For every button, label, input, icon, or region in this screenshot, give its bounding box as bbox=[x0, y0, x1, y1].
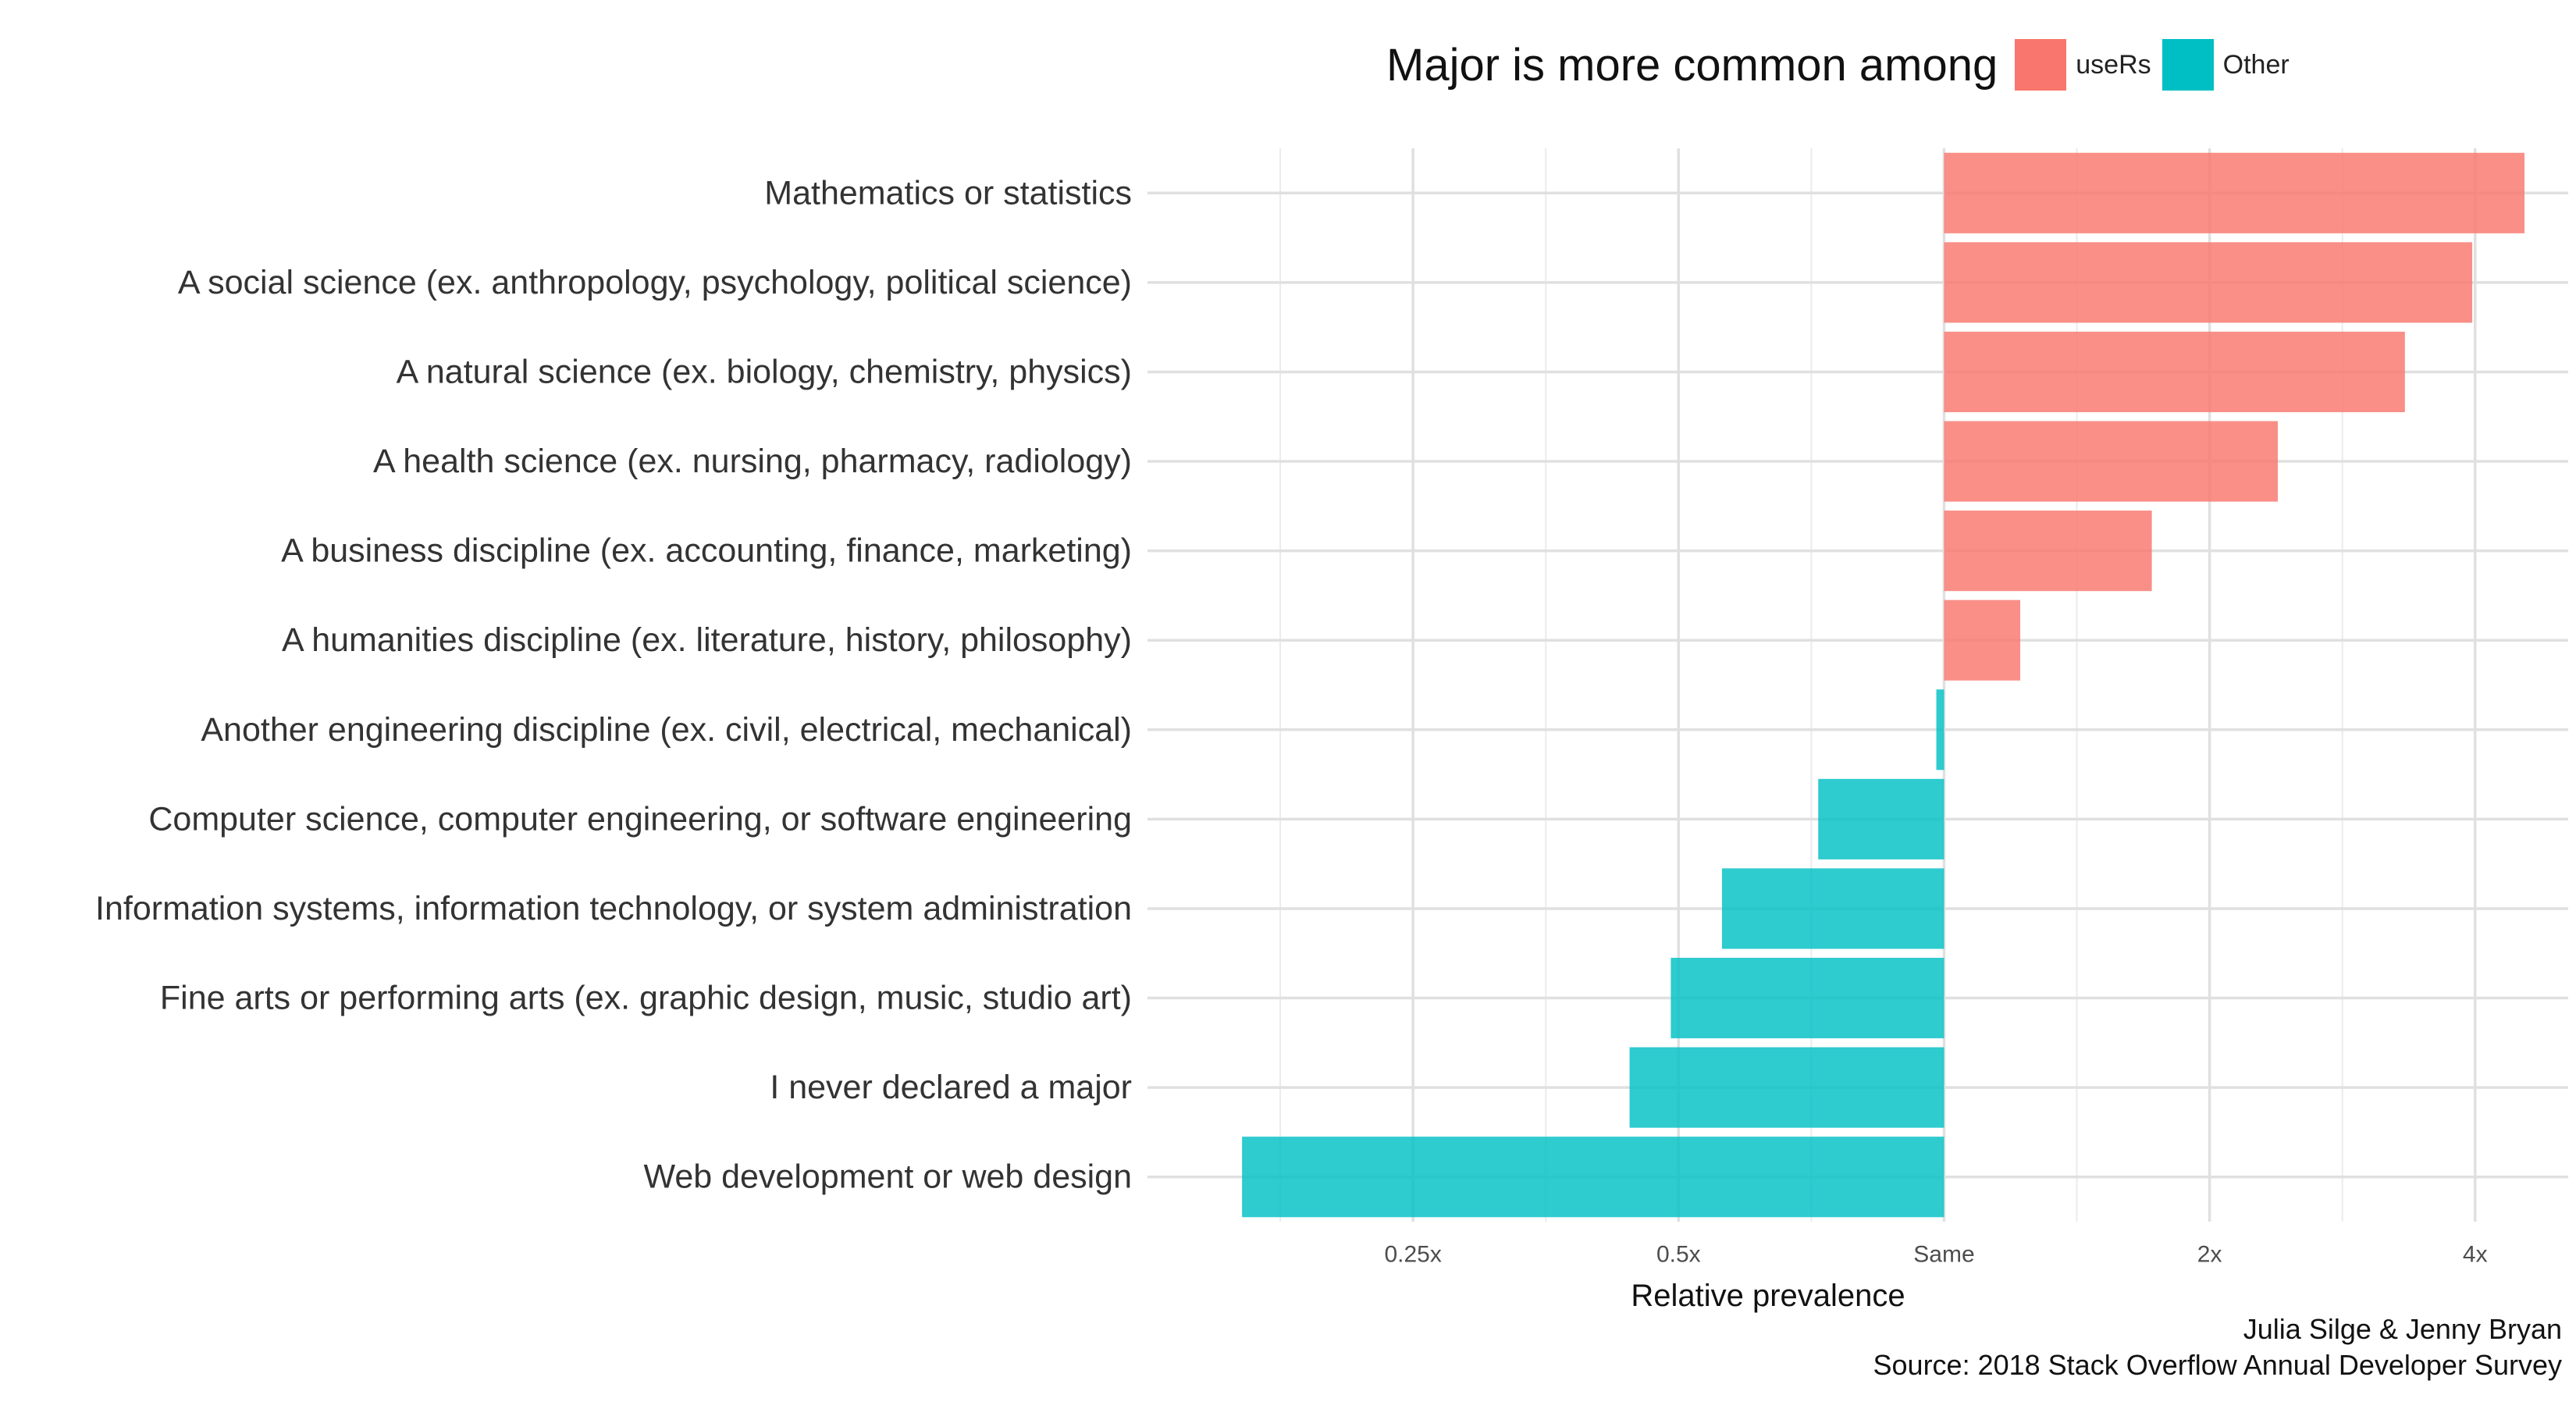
category-label: Computer science, computer engineering, … bbox=[148, 800, 1132, 838]
bar bbox=[1944, 600, 2021, 681]
x-tick-label: 0.25x bbox=[1384, 1242, 1441, 1268]
x-tick-label: 2x bbox=[2197, 1242, 2222, 1268]
bar bbox=[1818, 778, 1944, 859]
category-label: A humanities discipline (ex. literature,… bbox=[282, 621, 1132, 659]
legend-item-other: Other bbox=[2161, 39, 2290, 91]
bar bbox=[1944, 511, 2152, 592]
bar bbox=[1629, 1047, 1944, 1128]
bar bbox=[1944, 421, 2279, 502]
category-label: A health science (ex. nursing, pharmacy,… bbox=[373, 443, 1132, 480]
x-tick-label: 4x bbox=[2463, 1242, 2488, 1268]
bar bbox=[1944, 242, 2473, 323]
category-label: A business discipline (ex. accounting, f… bbox=[281, 532, 1132, 570]
category-label: Fine arts or performing arts (ex. graphi… bbox=[160, 980, 1132, 1017]
bar bbox=[1936, 689, 1944, 770]
legend-item-users: useRs bbox=[2015, 39, 2151, 91]
bar bbox=[1670, 957, 1944, 1039]
x-tick-label: Same bbox=[1913, 1242, 1974, 1268]
caption: Julia Silge & Jenny Bryan Source: 2018 S… bbox=[1873, 1311, 2562, 1383]
bar bbox=[1944, 331, 2405, 413]
caption-authors: Julia Silge & Jenny Bryan bbox=[2243, 1313, 2562, 1345]
bar bbox=[1944, 152, 2524, 233]
legend-key-users bbox=[2015, 39, 2067, 91]
category-label: Web development or web design bbox=[644, 1158, 1132, 1196]
bar bbox=[1721, 868, 1944, 949]
category-label: Information systems, information technol… bbox=[95, 890, 1132, 927]
category-label: A social science (ex. anthropology, psyc… bbox=[178, 264, 1132, 301]
category-label: I never declared a major bbox=[770, 1069, 1132, 1106]
legend-label-other: Other bbox=[2222, 49, 2290, 80]
category-label: Another engineering discipline (ex. civi… bbox=[201, 711, 1132, 749]
caption-source: Source: 2018 Stack Overflow Annual Devel… bbox=[1873, 1349, 2562, 1381]
category-label: A natural science (ex. biology, chemistr… bbox=[397, 353, 1132, 390]
legend: Major is more common among useRs Other bbox=[1386, 34, 2300, 95]
legend-key-other bbox=[2161, 39, 2214, 91]
x-tick-label: 0.5x bbox=[1656, 1242, 1701, 1268]
legend-title: Major is more common among bbox=[1386, 39, 1998, 91]
bar bbox=[1242, 1137, 1944, 1218]
legend-label-users: useRs bbox=[2076, 49, 2151, 80]
category-label: Mathematics or statistics bbox=[764, 174, 1132, 212]
x-axis-title: Relative prevalence bbox=[1631, 1279, 1905, 1313]
